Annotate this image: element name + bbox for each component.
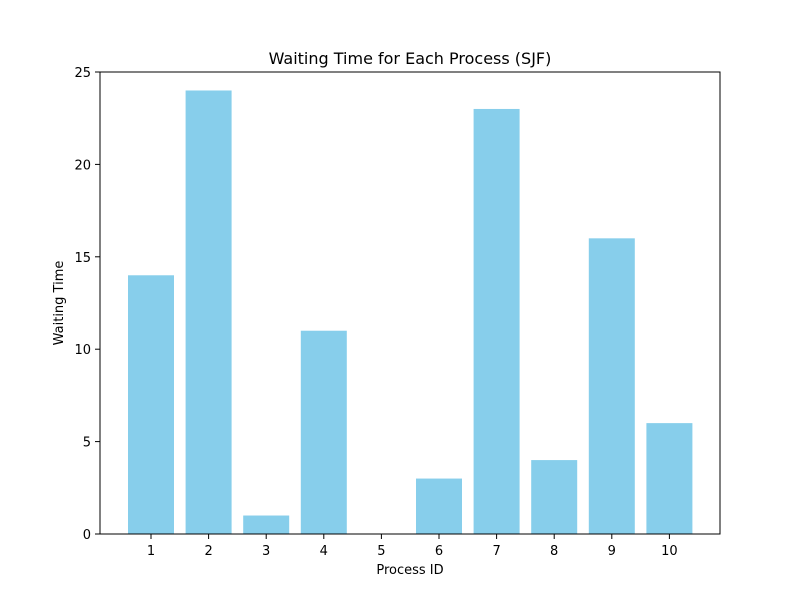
bar-process-10 [646, 423, 693, 534]
x-tick-label: 6 [435, 544, 443, 559]
bar-process-1 [128, 275, 174, 534]
y-tick-label: 15 [74, 251, 91, 266]
x-tick-label: 4 [320, 544, 328, 559]
x-tick-label: 9 [608, 544, 616, 559]
x-tick-label: 7 [492, 544, 500, 559]
x-tick-label: 5 [377, 544, 385, 559]
x-tick-label: 2 [204, 544, 212, 559]
y-axis-label: Waiting Time [52, 261, 67, 346]
x-axis-ticks: 1 2 3 4 5 6 7 8 9 10 [147, 534, 678, 559]
x-axis-label: Process ID [376, 563, 443, 578]
bar-process-2 [185, 90, 232, 534]
bar-process-8 [531, 460, 578, 534]
x-tick-label: 3 [262, 544, 270, 559]
bar-process-7 [473, 108, 520, 535]
y-axis-ticks: 0 5 10 15 20 25 [74, 66, 100, 543]
bar-process-4 [300, 330, 347, 534]
bars-group [128, 90, 693, 535]
y-tick-label: 20 [74, 158, 91, 173]
x-tick-label: 8 [550, 544, 558, 559]
y-tick-label: 25 [74, 66, 91, 81]
plot-frame [99, 71, 721, 535]
x-tick-label: 1 [147, 544, 155, 559]
bar-process-9 [588, 238, 635, 534]
y-tick-label: 10 [74, 343, 91, 358]
chart-title: Waiting Time for Each Process (SJF) [269, 49, 552, 68]
y-tick-label: 0 [83, 528, 91, 543]
x-tick-label: 10 [661, 544, 678, 559]
bar-process-6 [416, 478, 462, 534]
y-tick-label: 5 [83, 436, 91, 451]
bar-process-3 [243, 515, 290, 534]
